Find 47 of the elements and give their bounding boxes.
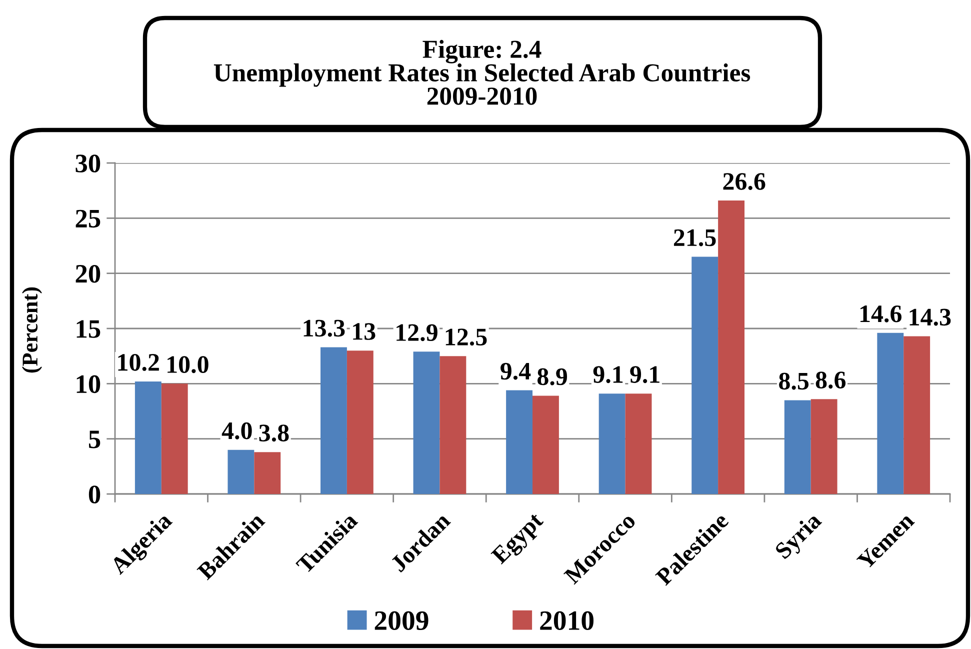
bar [692, 256, 718, 494]
legend-label: 2010 [540, 611, 594, 630]
bar [161, 384, 188, 494]
bar [440, 356, 466, 494]
y-tick-label: 25 [76, 210, 100, 228]
y-tick-label: 30 [76, 154, 100, 172]
data-label: 14.3 [910, 308, 951, 326]
data-label: 3.8 [259, 424, 289, 442]
legend-label: 2009 [374, 611, 428, 630]
data-label: 14.6 [860, 305, 902, 322]
bar [346, 350, 374, 494]
data-label: 13 [353, 323, 376, 340]
data-label: 26.6 [723, 173, 766, 190]
chart-title: Figure: 2.4 Unemployment Rates in Selected Arab Countries 2009-2010 [214, 40, 750, 105]
bar [228, 450, 254, 494]
bar [784, 400, 811, 494]
bar [625, 394, 652, 494]
data-label: 4.0 [222, 422, 252, 440]
data-label: 13.3 [304, 320, 345, 337]
bar [598, 394, 626, 494]
y-tick-label: 10 [76, 375, 100, 394]
data-label: 21.5 [674, 229, 716, 246]
bar [904, 336, 930, 494]
y-tick-label: 0 [88, 486, 100, 504]
bar [506, 390, 532, 494]
bar [532, 396, 559, 494]
data-label: 8.9 [538, 368, 568, 386]
data-label: 9.1 [593, 366, 623, 384]
data-label: 12.9 [396, 324, 438, 342]
bar [877, 332, 904, 494]
data-label: 10.0 [168, 356, 208, 374]
y-tick-label: 20 [76, 264, 100, 283]
data-label: 10.2 [118, 354, 159, 371]
bar [254, 452, 281, 494]
bar [320, 347, 347, 494]
data-label: 12.5 [446, 328, 487, 346]
bar [134, 381, 162, 494]
y-tick-label: 5 [88, 430, 100, 448]
data-label: 9.4 [500, 362, 531, 380]
y-tick-label: 15 [76, 320, 100, 338]
data-label: 8.6 [816, 372, 846, 389]
bar [413, 352, 440, 494]
bar [718, 200, 744, 494]
data-label: 8.5 [779, 372, 809, 390]
bar [810, 399, 838, 494]
data-label: 9.1 [630, 366, 660, 384]
y-axis-title: (Percent) [22, 287, 42, 373]
